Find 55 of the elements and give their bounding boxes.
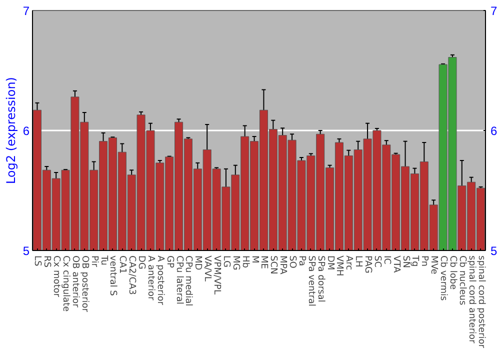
x-tick-label: Arc bbox=[344, 256, 354, 270]
y-axis-title: Log2 (expression) bbox=[4, 77, 18, 184]
x-tick-label: VMH bbox=[334, 256, 344, 276]
x-tick-label: SPa dorsal bbox=[315, 256, 326, 302]
y-tick-label: 5 bbox=[22, 244, 30, 258]
x-tick-label: spinal cord posterior bbox=[476, 256, 486, 348]
x-tick-label: GP bbox=[164, 256, 174, 268]
x-tick-label: SCN bbox=[268, 256, 278, 274]
x-tick-label: spinal cord anterior bbox=[466, 256, 476, 344]
x-tick-label: Pa bbox=[296, 256, 306, 266]
x-tick-label: Cb vermis bbox=[438, 256, 448, 302]
x-tick-label: ME bbox=[258, 256, 269, 270]
x-tick-label: CA1 bbox=[117, 256, 128, 274]
x-tick-label: MD bbox=[192, 256, 203, 270]
x-tick-label: PAG bbox=[362, 256, 373, 274]
y2-tick-label: 6 bbox=[490, 124, 498, 138]
x-tick-label: A anterior bbox=[145, 256, 156, 301]
x-tick-label: ventral S bbox=[108, 256, 118, 296]
x-tick-label: Tg bbox=[410, 254, 420, 267]
x-tick-label: DG bbox=[136, 256, 146, 270]
x-tick-label: DM bbox=[324, 256, 335, 270]
y2-tick-label: 5 bbox=[490, 244, 498, 258]
x-tick-label: SN bbox=[400, 256, 410, 268]
x-tick-label: SC bbox=[372, 256, 382, 268]
x-tick-label: VPM/VPL bbox=[212, 256, 222, 294]
x-tick-label: VA/VL bbox=[202, 256, 212, 282]
x-tick-label: RS bbox=[42, 256, 52, 268]
x-tick-label: CA2/CA3 bbox=[126, 256, 137, 295]
x-tick-label: IC bbox=[381, 256, 392, 264]
x-tick-label: OB anterior bbox=[70, 256, 80, 308]
x-tick-label: LG bbox=[220, 256, 231, 268]
x-tick-label: SPa ventral bbox=[306, 256, 316, 306]
x-tick-label: M bbox=[249, 256, 260, 264]
x-tick-label: Cb lobe bbox=[447, 256, 458, 290]
x-tick-label: Pir bbox=[88, 256, 99, 268]
y2-tick-label: 7 bbox=[490, 4, 498, 18]
x-tick-label: Tu bbox=[98, 254, 108, 266]
x-tick-label: VTA bbox=[390, 256, 401, 274]
x-tick-label: Pn bbox=[419, 256, 430, 266]
x-tick-label: Hb bbox=[240, 256, 250, 268]
x-tick-label: MVe bbox=[428, 256, 439, 275]
x-tick-label: LS bbox=[32, 256, 42, 267]
x-tick-label: CPu lateral bbox=[174, 256, 184, 304]
x-tick-label: Cb nucleus bbox=[456, 256, 467, 306]
x-tick-label: Cx motor bbox=[51, 256, 62, 298]
x-tick-label: CPu medial bbox=[183, 256, 194, 306]
x-tick-label: MPA bbox=[278, 256, 288, 276]
x-tick-label: MG bbox=[230, 256, 240, 270]
x-tick-label: Cx cingulate bbox=[60, 256, 71, 312]
x-tick-label: A posterior bbox=[154, 256, 165, 306]
y-tick-label: 6 bbox=[22, 124, 30, 138]
x-tick-label: OB posterior bbox=[79, 256, 90, 312]
y-tick-label: 7 bbox=[22, 4, 30, 18]
x-tick-label: SO bbox=[287, 256, 298, 268]
x-tick-label: LH bbox=[353, 256, 364, 268]
